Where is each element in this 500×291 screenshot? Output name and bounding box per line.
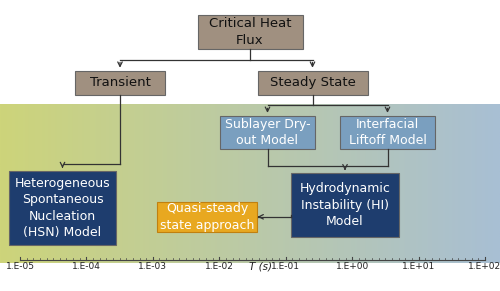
FancyBboxPatch shape bbox=[75, 71, 165, 95]
Text: 1.E-02: 1.E-02 bbox=[205, 262, 234, 271]
Text: Critical Heat
Flux: Critical Heat Flux bbox=[209, 17, 291, 47]
Text: 1.E-04: 1.E-04 bbox=[72, 262, 101, 271]
Text: Sublayer Dry-
out Model: Sublayer Dry- out Model bbox=[224, 118, 310, 147]
FancyBboxPatch shape bbox=[9, 171, 116, 245]
Text: Steady State: Steady State bbox=[270, 77, 356, 89]
Text: 1.E+00: 1.E+00 bbox=[336, 262, 369, 271]
Text: 1.E-05: 1.E-05 bbox=[6, 262, 34, 271]
FancyBboxPatch shape bbox=[198, 15, 302, 49]
Text: Quasi-steady
state approach: Quasi-steady state approach bbox=[160, 202, 254, 232]
FancyBboxPatch shape bbox=[258, 71, 368, 95]
Text: Transient: Transient bbox=[90, 77, 150, 89]
Text: 1.E-01: 1.E-01 bbox=[271, 262, 300, 271]
FancyBboxPatch shape bbox=[340, 116, 435, 149]
Text: Interfacial
Liftoff Model: Interfacial Liftoff Model bbox=[348, 118, 426, 147]
FancyBboxPatch shape bbox=[158, 201, 258, 232]
FancyBboxPatch shape bbox=[291, 173, 399, 237]
FancyBboxPatch shape bbox=[220, 116, 315, 149]
Text: T (s): T (s) bbox=[249, 262, 272, 272]
Text: 1.E+01: 1.E+01 bbox=[402, 262, 435, 271]
Text: 1.E-03: 1.E-03 bbox=[138, 262, 168, 271]
Text: Hydrodynamic
Instability (HI)
Model: Hydrodynamic Instability (HI) Model bbox=[300, 182, 390, 228]
Text: 1.E+02: 1.E+02 bbox=[468, 262, 500, 271]
Text: Heterogeneous
Spontaneous
Nucleation
(HSN) Model: Heterogeneous Spontaneous Nucleation (HS… bbox=[14, 177, 110, 239]
